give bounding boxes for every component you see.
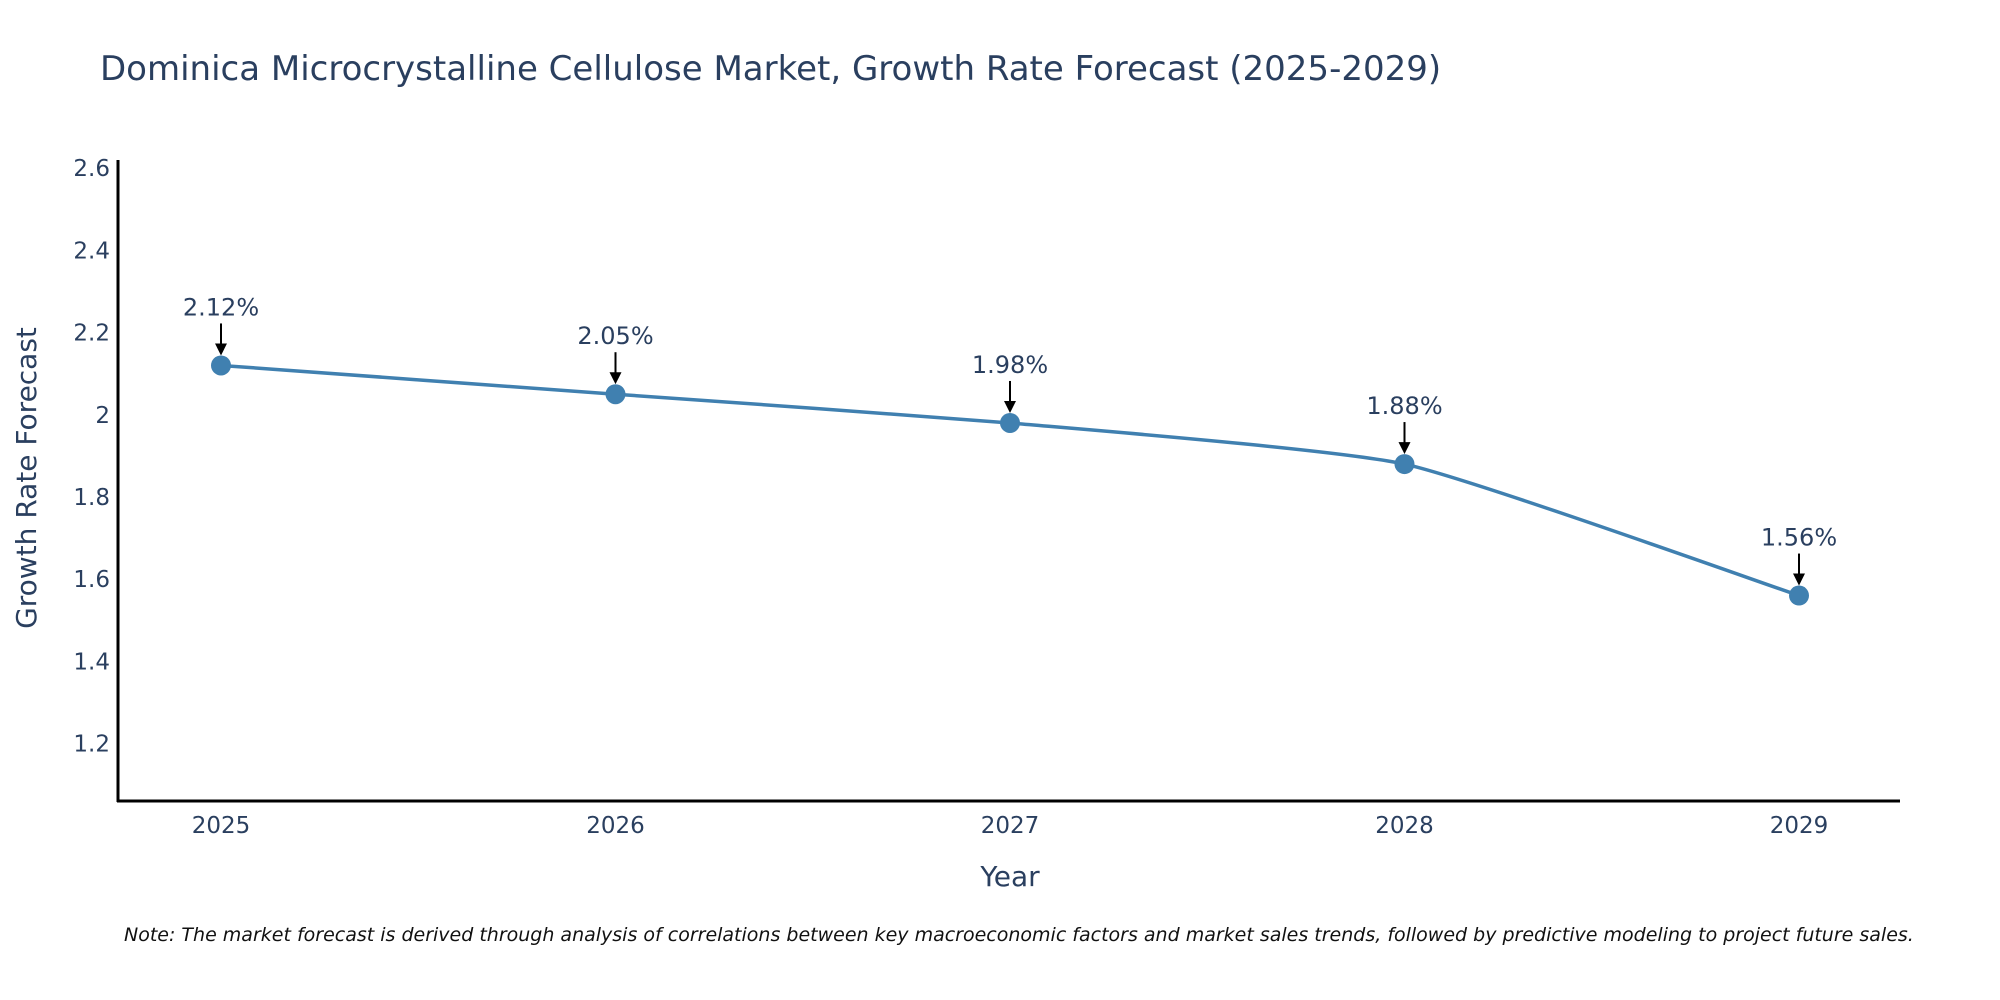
data-point-2026[interactable] <box>605 384 626 405</box>
data-points <box>211 355 1809 606</box>
data-point-2025[interactable] <box>211 355 231 376</box>
y-tick-label: 1.2 <box>73 731 110 757</box>
y-tick-label: 2.6 <box>73 156 110 182</box>
y-tick-label: 2.2 <box>73 321 110 347</box>
data-point-2027[interactable] <box>1000 412 1020 433</box>
x-tick-labels: 2025 2026 2027 2028 2029 <box>192 813 1829 839</box>
data-annotations: 2.12% 2.05% 1.98% 1.88% 1.56% <box>183 293 1837 586</box>
data-label: 1.56% <box>1761 524 1837 552</box>
data-label: 1.88% <box>1366 392 1442 420</box>
x-tick-label: 2025 <box>192 813 251 839</box>
data-label: 2.05% <box>577 322 653 350</box>
x-tick-label: 2028 <box>1375 813 1434 839</box>
y-tick-label: 2 <box>95 403 110 429</box>
y-tick-label: 1.6 <box>73 567 110 593</box>
y-tick-label: 2.4 <box>73 238 110 264</box>
data-point-2029[interactable] <box>1789 585 1809 606</box>
x-tick-label: 2027 <box>981 813 1040 839</box>
data-label: 2.12% <box>183 293 259 321</box>
y-tick-label: 1.8 <box>73 485 110 511</box>
x-tick-label: 2029 <box>1770 813 1829 839</box>
y-tick-labels: 1.2 1.4 1.6 1.8 2 2.2 2.4 2.6 <box>73 156 110 757</box>
y-tick-label: 1.4 <box>73 649 110 675</box>
chart-title: Dominica Microcrystalline Cellulose Mark… <box>100 49 1441 89</box>
x-axis-title: Year <box>979 860 1040 893</box>
data-point-2028[interactable] <box>1394 454 1415 475</box>
data-label: 1.98% <box>972 351 1048 379</box>
x-tick-label: 2026 <box>586 813 645 839</box>
footnote: Note: The market forecast is derived thr… <box>124 924 1914 946</box>
y-axis-title: Growth Rate Forecast <box>10 327 43 629</box>
